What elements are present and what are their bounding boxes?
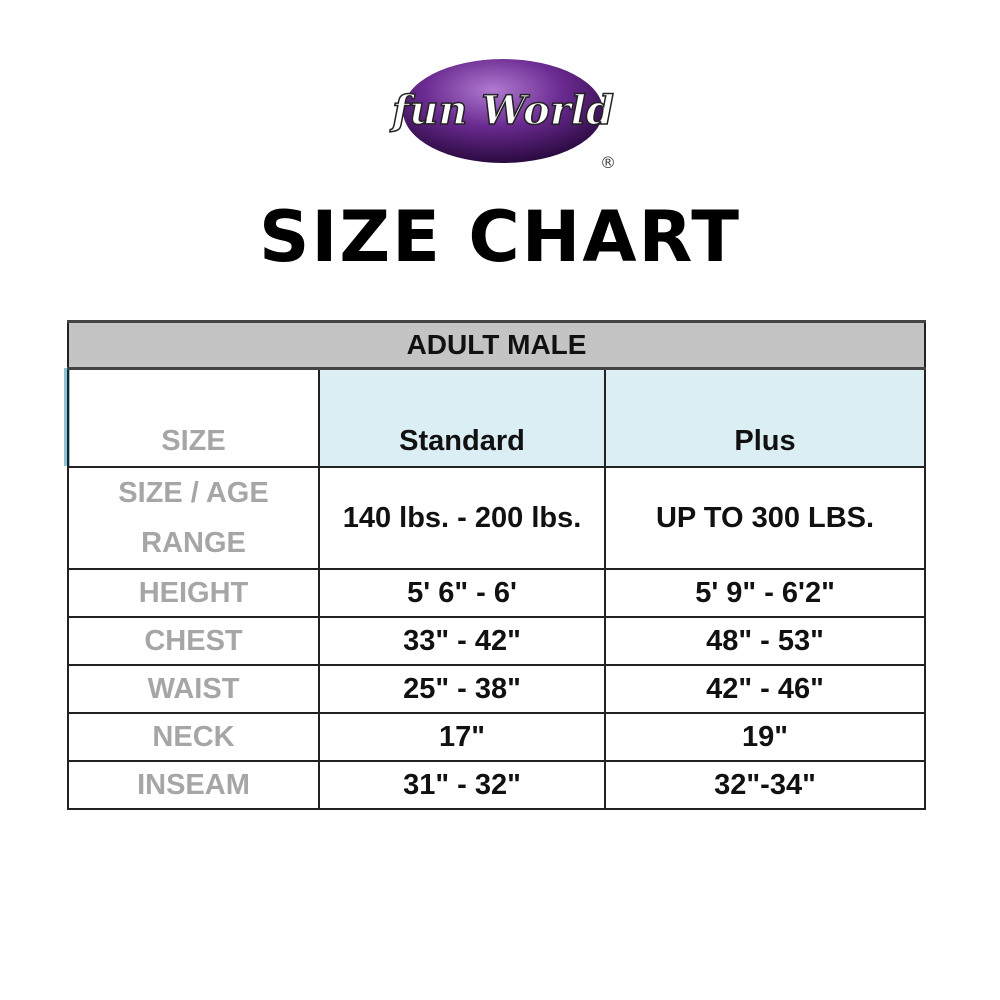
standard-value: 31" - 32": [318, 760, 606, 810]
standard-value: 17": [318, 712, 606, 762]
header-plus: Plus: [603, 367, 927, 468]
table-row: NECK 17" 19": [67, 712, 927, 762]
plus-value: 5' 9" - 6'2": [603, 568, 927, 618]
table-row: WAIST 25" - 38" 42" - 46": [67, 664, 927, 714]
plus-value: 19": [603, 712, 927, 762]
row-label: SIZE / AGE RANGE: [67, 466, 320, 570]
page-title: SIZE CHART: [258, 196, 742, 278]
row-label: WAIST: [67, 664, 320, 714]
row-label: HEIGHT: [67, 568, 320, 618]
table-row: CHEST 33" - 42" 48" - 53": [67, 616, 927, 666]
table-row: INSEAM 31" - 32" 32"-34": [67, 760, 927, 810]
standard-value: 33" - 42": [318, 616, 606, 666]
table-row: HEIGHT 5' 6" - 6' 5' 9" - 6'2": [67, 568, 927, 618]
plus-value: UP TO 300 LBS.: [603, 466, 927, 570]
standard-value: 5' 6" - 6': [318, 568, 606, 618]
svg-text:®: ®: [600, 153, 616, 172]
header-size: SIZE: [67, 367, 320, 468]
header-row: SIZE Standard Plus: [67, 367, 927, 468]
plus-value: 42" - 46": [603, 664, 927, 714]
standard-value: 140 lbs. - 200 lbs.: [318, 466, 606, 570]
group-row: ADULT MALE: [66, 320, 927, 370]
plus-value: 48" - 53": [603, 616, 927, 666]
row-label: CHEST: [67, 616, 320, 666]
row-label: NECK: [67, 712, 320, 762]
row-label: INSEAM: [67, 760, 320, 810]
header-standard: Standard: [318, 367, 606, 468]
header-accent-strip: [64, 368, 70, 466]
table-row: SIZE / AGE RANGE 140 lbs. - 200 lbs. UP …: [67, 466, 927, 570]
svg-text:fun World: fun World: [389, 87, 614, 134]
plus-value: 32"-34": [603, 760, 927, 810]
standard-value: 25" - 38": [318, 664, 606, 714]
size-table: ADULT MALE SIZE Standard Plus SIZE / AGE…: [66, 320, 927, 810]
group-title: ADULT MALE: [66, 320, 927, 370]
fun-world-logo: fun World ®: [388, 59, 616, 172]
